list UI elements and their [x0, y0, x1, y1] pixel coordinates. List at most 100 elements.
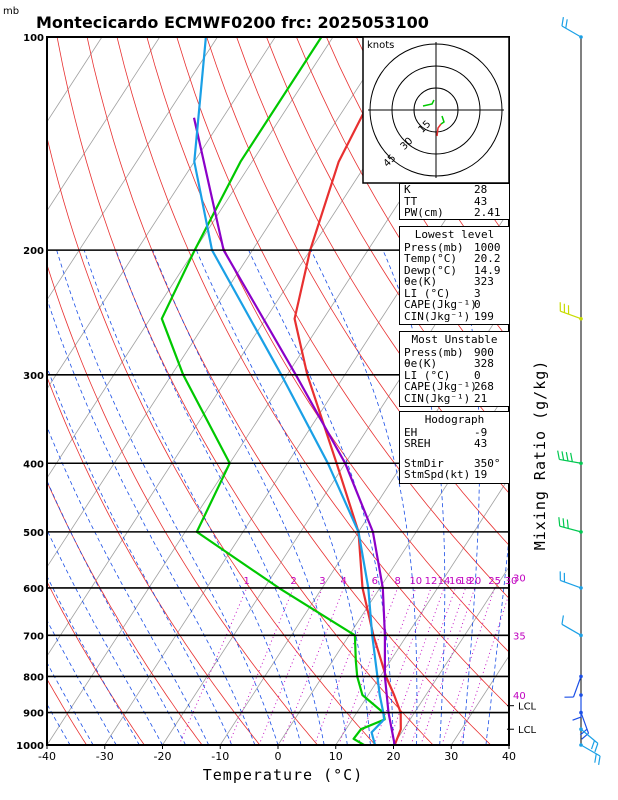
mixing-ratio-label: 20 — [468, 576, 481, 587]
mixing-ratio-line — [258, 587, 323, 745]
dry-adiabat-line — [236, 37, 509, 494]
mixing-ratio-label: 16 — [449, 576, 462, 587]
wind-barb-shaft — [561, 25, 582, 38]
wind-barb-flag — [558, 517, 561, 527]
temperature-tick-label: -20 — [154, 750, 172, 763]
mixing-ratio-label: 2 — [290, 576, 296, 587]
pressure-tick-label: 700 — [23, 631, 44, 642]
dry-adiabat-line — [47, 263, 318, 745]
mixing-ratio-label: 30 — [505, 576, 518, 587]
lowest-row: θe(K) 323 — [404, 275, 494, 288]
isotherm-line — [393, 566, 509, 745]
most-unstable-box: Most Unstable Press(mb) 900 θe(K) 328 LI (… — [399, 331, 510, 407]
wind-profile — [557, 17, 601, 765]
mixing-ratio-line — [399, 587, 456, 745]
unstable-row: CAPE(Jkg⁻¹) 268 — [404, 380, 494, 393]
wind-barb-shaft — [580, 744, 601, 757]
lowest-row: Press(mb) 1000 — [404, 240, 501, 254]
mixing-ratio-line — [178, 587, 248, 745]
unstable-row: CIN(Jkg⁻¹) 21 — [404, 391, 488, 405]
isotherm-line — [47, 37, 103, 123]
wind-barb-flag — [572, 716, 582, 721]
moist-adiabat-line — [47, 479, 186, 745]
unstable-row: LI (°C) 0 — [404, 368, 481, 382]
pressure-tick-label: 400 — [23, 459, 44, 470]
temperature-tick-label: 10 — [329, 750, 343, 763]
wind-barb-flag — [562, 518, 565, 528]
hodograph-trace-mid — [440, 115, 445, 125]
pressure-tick-label: 900 — [23, 709, 44, 720]
mixing-ratio-label: 10 — [409, 576, 422, 587]
wind-barb-shaft — [559, 458, 582, 464]
mixing-ratio-axis-label: Mixing Ratio (g/kg) — [531, 360, 549, 551]
dry-adiabat-line — [596, 37, 618, 745]
mixing-ratio-label: 4 — [341, 576, 347, 587]
hodo-row: StmSpd(kt) 19 — [404, 468, 488, 481]
moist-adiabat-line — [47, 703, 71, 745]
pressure-tick-label: 500 — [23, 528, 44, 539]
theta-e-label: 35 — [513, 631, 526, 642]
theta-e-label: 30 — [513, 574, 526, 585]
wind-barb-shaft — [580, 728, 599, 744]
temperature-tick-label: -40 — [38, 750, 56, 763]
unstable-row: θe(K) 328 — [404, 357, 494, 370]
moist-adiabat-line — [248, 249, 394, 745]
lowest-row: LI (°C) 3 — [404, 286, 481, 300]
pressure-tick-label: 100 — [23, 33, 44, 44]
dry-adiabat-line — [146, 37, 509, 653]
lowest-row: CAPE(Jkg⁻¹) 0 — [404, 298, 481, 311]
temperature-tick-label: 20 — [387, 750, 401, 763]
pressure-unit-label: mb — [3, 6, 19, 17]
hodograph-stats-box: Hodograph EH -9 SREH 43 StmDir 350° StmSpd(… — [399, 411, 510, 484]
dry-adiabat-line — [47, 480, 203, 745]
unstable-row: Press(mb) 900 — [404, 345, 494, 359]
moist-adiabat-line — [47, 426, 210, 745]
moist-adiabat-line — [47, 529, 163, 745]
isotherm-line — [162, 210, 509, 745]
mixing-ratio-line — [228, 587, 294, 745]
wind-barb-flag — [598, 755, 601, 765]
mixing-ratio-label: 6 — [372, 576, 378, 587]
wind-barb-flag — [561, 615, 564, 625]
wind-barb-shaft — [560, 579, 582, 589]
dry-adiabat-line — [47, 135, 376, 745]
lowest-row: Dewp(°C) 14.9 — [404, 263, 501, 277]
mixing-ratio-label: 12 — [425, 576, 438, 587]
lcl-label: LCL — [518, 725, 537, 736]
hodograph-unit: knots — [367, 40, 394, 51]
moist-adiabat-line — [485, 534, 509, 745]
most-unstable-title: Most Unstable — [411, 333, 498, 346]
mixing-ratio-label: 8 — [394, 576, 400, 587]
index-row: K 28 — [404, 183, 488, 196]
mixing-ratio-line — [458, 592, 509, 745]
lowest-row: Temp(°C) 20.2 — [404, 252, 501, 265]
hodograph-trace-low — [436, 123, 442, 137]
moist-adiabat-line — [56, 249, 279, 745]
temperature-tick-label: 30 — [444, 750, 458, 763]
temperature-tick-label: 0 — [275, 750, 282, 763]
isotherm-line — [47, 37, 161, 212]
isotherm-line — [47, 37, 276, 390]
wind-barb-flag — [594, 753, 597, 763]
wind-barb-shaft — [572, 676, 582, 698]
mixing-ratio-label: 14 — [438, 576, 451, 587]
wind-barb-flag — [557, 450, 560, 460]
moist-adiabat-line — [47, 297, 256, 745]
mixing-ratio-line — [281, 587, 345, 745]
wind-barb-flag — [570, 452, 573, 462]
isotherm-line — [567, 37, 618, 745]
moist-adiabat-line — [47, 619, 117, 745]
mixing-ratio-label: 3 — [319, 576, 325, 587]
wind-barb-flag — [565, 19, 568, 29]
mixing-ratio-label: 1 — [244, 576, 250, 587]
wind-barb-shaft — [559, 525, 582, 533]
wetbulb-profile — [193, 37, 386, 745]
temperature-tick-label: 40 — [502, 750, 516, 763]
temperature-tick-label: -30 — [96, 750, 114, 763]
dry-adiabat-line — [176, 37, 509, 599]
mixing-ratio-line — [441, 587, 496, 745]
dry-adiabat-line — [47, 580, 145, 745]
index-row: TT 43 — [404, 194, 488, 208]
dry-adiabat-line — [206, 37, 509, 546]
